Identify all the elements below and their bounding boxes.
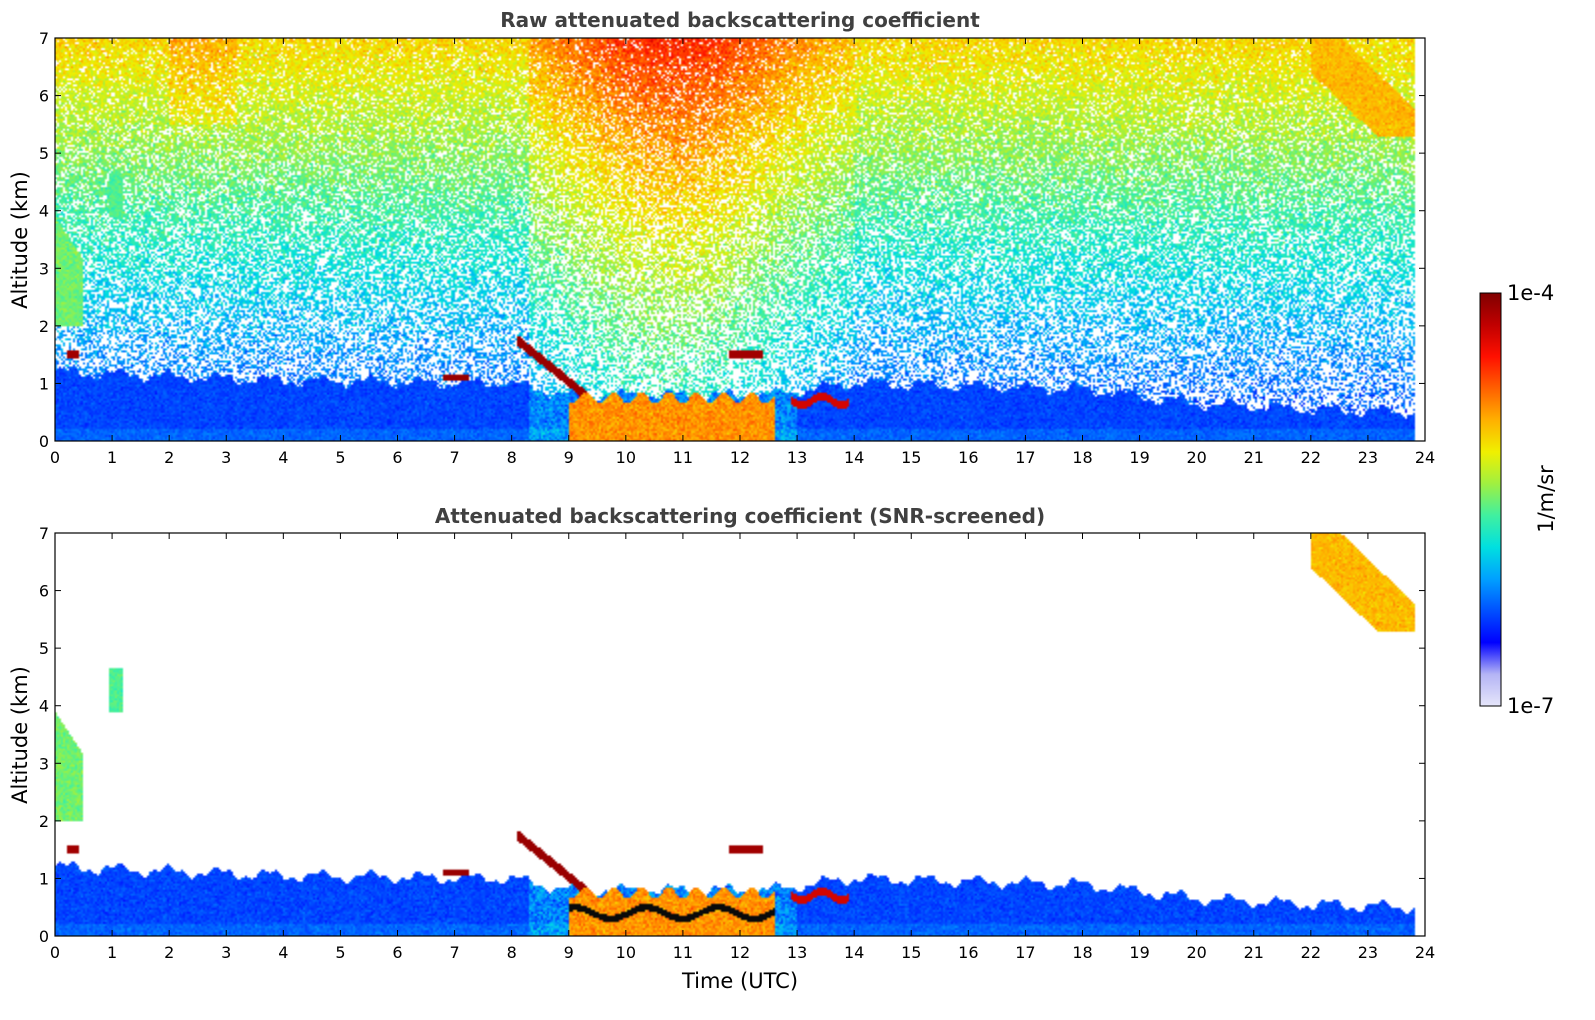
x-tick-label: 0 bbox=[50, 943, 60, 962]
heatmap-screened bbox=[55, 533, 1425, 936]
x-tick-label: 23 bbox=[1358, 448, 1378, 467]
x-tick-label: 13 bbox=[787, 448, 807, 467]
x-tick-label: 16 bbox=[958, 448, 978, 467]
y-tick-label: 4 bbox=[39, 697, 49, 716]
y-tick-label: 3 bbox=[39, 259, 49, 278]
colorbar-unit-label: 1/m/sr bbox=[1534, 465, 1558, 533]
x-tick-label: 24 bbox=[1415, 448, 1435, 467]
x-tick-label: 11 bbox=[673, 448, 693, 467]
x-axis-label: Time (UTC) bbox=[681, 969, 798, 993]
x-tick-label: 11 bbox=[673, 943, 693, 962]
y-axis-label: Altitude (km) bbox=[8, 666, 32, 804]
x-tick-label: 23 bbox=[1358, 943, 1378, 962]
y-tick-label: 1 bbox=[39, 374, 49, 393]
colorbar-max-label: 1e-4 bbox=[1507, 281, 1554, 305]
y-tick-label: 0 bbox=[39, 927, 49, 946]
y-tick-label: 5 bbox=[39, 639, 49, 658]
x-tick-label: 8 bbox=[507, 448, 517, 467]
x-tick-label: 2 bbox=[164, 943, 174, 962]
heatmap-raw bbox=[55, 38, 1425, 441]
panel-raw: Raw attenuated backscattering coefficien… bbox=[8, 8, 1435, 467]
x-tick-label: 13 bbox=[787, 943, 807, 962]
x-tick-label: 18 bbox=[1072, 943, 1092, 962]
x-tick-label: 4 bbox=[278, 448, 288, 467]
x-tick-label: 12 bbox=[730, 448, 750, 467]
x-tick-label: 7 bbox=[449, 943, 459, 962]
x-tick-label: 8 bbox=[507, 943, 517, 962]
colorbar-gradient bbox=[1479, 292, 1502, 707]
x-tick-label: 5 bbox=[335, 448, 345, 467]
x-tick-label: 7 bbox=[449, 448, 459, 467]
x-tick-label: 6 bbox=[392, 943, 402, 962]
x-tick-label: 17 bbox=[1015, 943, 1035, 962]
x-tick-label: 15 bbox=[901, 943, 921, 962]
x-tick-label: 3 bbox=[221, 448, 231, 467]
x-tick-label: 1 bbox=[107, 448, 117, 467]
x-tick-label: 21 bbox=[1244, 943, 1264, 962]
y-tick-label: 6 bbox=[39, 87, 49, 106]
y-axis-label: Altitude (km) bbox=[8, 171, 32, 309]
panel-title: Raw attenuated backscattering coefficien… bbox=[500, 8, 980, 32]
x-tick-label: 0 bbox=[50, 448, 60, 467]
x-tick-label: 10 bbox=[616, 448, 636, 467]
y-tick-label: 4 bbox=[39, 202, 49, 221]
x-tick-label: 14 bbox=[844, 943, 864, 962]
x-tick-label: 22 bbox=[1301, 943, 1321, 962]
x-tick-label: 16 bbox=[958, 943, 978, 962]
x-tick-label: 14 bbox=[844, 448, 864, 467]
x-tick-label: 19 bbox=[1129, 448, 1149, 467]
y-tick-label: 6 bbox=[39, 582, 49, 601]
x-tick-label: 10 bbox=[616, 943, 636, 962]
x-tick-label: 19 bbox=[1129, 943, 1149, 962]
x-tick-label: 24 bbox=[1415, 943, 1435, 962]
x-tick-label: 20 bbox=[1186, 943, 1206, 962]
x-tick-label: 17 bbox=[1015, 448, 1035, 467]
y-tick-label: 0 bbox=[39, 432, 49, 451]
axis-ticks: 0 1 2 3 4 5 6 7 8 9 10 11 12 13 14 15 16 17 18 19 20 21 22 23 24… bbox=[39, 29, 1435, 467]
y-tick-label: 3 bbox=[39, 754, 49, 773]
x-tick-label: 6 bbox=[392, 448, 402, 467]
x-tick-label: 18 bbox=[1072, 448, 1092, 467]
x-tick-label: 9 bbox=[564, 448, 574, 467]
colorbar-min-label: 1e-7 bbox=[1507, 694, 1554, 718]
y-tick-label: 5 bbox=[39, 144, 49, 163]
x-tick-label: 20 bbox=[1186, 448, 1206, 467]
x-tick-label: 9 bbox=[564, 943, 574, 962]
x-tick-label: 21 bbox=[1244, 448, 1264, 467]
x-tick-label: 2 bbox=[164, 448, 174, 467]
y-tick-label: 7 bbox=[39, 29, 49, 48]
y-tick-label: 2 bbox=[39, 812, 49, 831]
x-tick-label: 3 bbox=[221, 943, 231, 962]
x-tick-label: 22 bbox=[1301, 448, 1321, 467]
x-tick-label: 15 bbox=[901, 448, 921, 467]
x-tick-label: 12 bbox=[730, 943, 750, 962]
colorbar: 1e-4 1e-7 1/m/sr bbox=[1479, 281, 1558, 718]
x-tick-label: 1 bbox=[107, 943, 117, 962]
x-tick-label: 4 bbox=[278, 943, 288, 962]
y-tick-label: 2 bbox=[39, 317, 49, 336]
panel-screened: Attenuated backscattering coefficient (S… bbox=[8, 504, 1435, 993]
y-tick-label: 1 bbox=[39, 869, 49, 888]
axis-ticks: 0 1 2 3 4 5 6 7 8 9 10 11 12 13 14 15 16 17 18 19 20 21 22 23 24… bbox=[39, 524, 1435, 962]
panel-title: Attenuated backscattering coefficient (S… bbox=[435, 504, 1045, 528]
x-tick-label: 5 bbox=[335, 943, 345, 962]
y-tick-label: 7 bbox=[39, 524, 49, 543]
